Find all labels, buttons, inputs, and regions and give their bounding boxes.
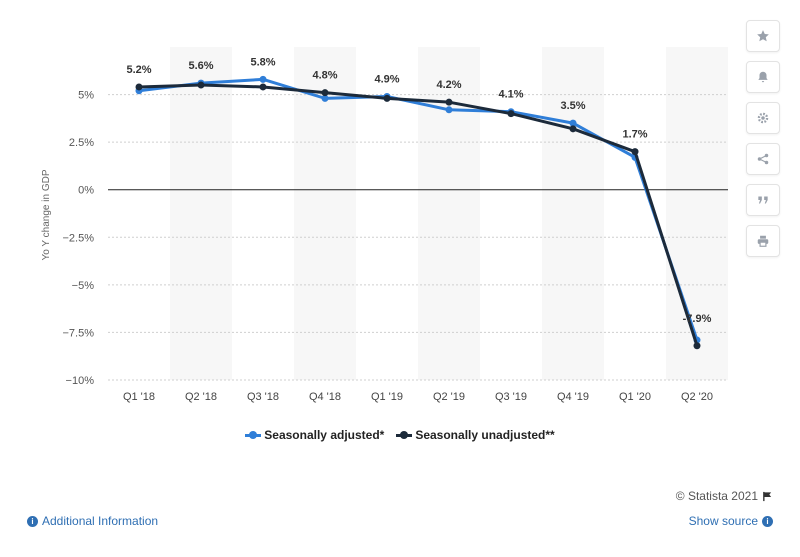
band <box>666 47 728 380</box>
data-point <box>321 94 329 102</box>
data-label: 5.2% <box>126 64 151 76</box>
data-point <box>445 106 453 114</box>
legend-label-adjusted: Seasonally adjusted* <box>264 428 385 442</box>
credit-text: © Statista 2021 <box>675 489 758 503</box>
data-point <box>631 148 639 156</box>
legend-swatch-unadjusted <box>396 430 413 440</box>
data-label: 5.6% <box>188 60 213 72</box>
data-label: 4.9% <box>374 73 399 85</box>
data-point <box>259 75 267 83</box>
favorite-button[interactable] <box>746 20 780 52</box>
x-tick-label: Q2 '20 <box>681 391 713 403</box>
y-tick-label: −5% <box>72 280 95 292</box>
flag-icon <box>763 491 772 501</box>
band <box>418 47 480 380</box>
band <box>294 47 356 380</box>
x-tick-label: Q4 '18 <box>309 391 341 403</box>
alternating-bands <box>170 47 728 380</box>
x-tick-label: Q3 '19 <box>495 391 527 403</box>
x-tick-label: Q1 '20 <box>619 391 651 403</box>
info-icon: i <box>27 515 38 527</box>
toolbar <box>746 20 780 257</box>
x-tick-label: Q2 '19 <box>433 391 465 403</box>
show-source-label: Show source <box>688 514 758 528</box>
legend-swatch-adjusted <box>245 430 262 440</box>
y-tick-label: 2.5% <box>69 137 94 149</box>
show-source-link[interactable]: Show source i <box>689 514 773 528</box>
print-button[interactable] <box>746 225 780 257</box>
legend-item-adjusted[interactable]: Seasonally adjusted* <box>245 428 384 442</box>
data-label: 3.5% <box>560 100 585 112</box>
x-tick-label: Q3 '18 <box>247 391 279 403</box>
y-tick-label: 0% <box>78 185 94 197</box>
data-point <box>569 125 577 133</box>
data-point <box>569 119 577 127</box>
chart-legend: Seasonally adjusted* Seasonally unadjust… <box>0 428 800 442</box>
star-icon <box>757 30 769 42</box>
data-point <box>135 83 143 91</box>
data-label: -7.9% <box>683 313 712 325</box>
y-tick-label: 5% <box>78 90 94 102</box>
x-tick-label: Q1 '19 <box>371 391 403 403</box>
gear-icon <box>757 112 769 124</box>
notification-button[interactable] <box>746 61 780 93</box>
bell-icon <box>758 71 768 83</box>
y-axis-ticks: 5% 2.5% 0% −2.5% −5% −7.5% −10% <box>63 90 95 387</box>
data-point <box>259 83 267 91</box>
y-axis-label: Yo Y change in GDP <box>41 169 52 260</box>
data-point <box>197 81 205 89</box>
data-point <box>507 110 515 118</box>
data-point <box>693 342 701 350</box>
data-label: 4.8% <box>312 70 337 82</box>
x-tick-label: Q2 '18 <box>185 391 217 403</box>
data-label: 4.2% <box>436 79 461 91</box>
data-point <box>383 94 391 102</box>
statista-credit[interactable]: © Statista 2021 <box>676 489 773 503</box>
print-icon <box>757 235 769 247</box>
additional-information-link[interactable]: i Additional Information <box>27 514 158 528</box>
data-label: 4.1% <box>498 89 523 101</box>
settings-button[interactable] <box>746 102 780 134</box>
data-labels-group: 5.2% 5.6% 5.8% 4.8% 4.9% 4.2% 4.1% 3.5% 1.7% -7.9… <box>126 56 711 325</box>
y-tick-label: −10% <box>66 375 95 387</box>
data-label: 5.8% <box>250 56 275 68</box>
cite-button[interactable] <box>746 184 780 216</box>
share-button[interactable] <box>746 143 780 175</box>
quote-icon <box>758 196 768 204</box>
gridlines <box>108 94 728 381</box>
series-line-1 <box>138 83 699 347</box>
band <box>542 47 604 380</box>
data-label: 1.7% <box>622 129 647 141</box>
y-tick-label: −2.5% <box>63 232 95 244</box>
band <box>170 47 232 380</box>
x-axis-ticks: Q1 '18 Q2 '18 Q3 '18 Q4 '18 Q1 '19 Q2 '19 Q3 '… <box>123 391 713 403</box>
info-icon: i <box>762 515 773 527</box>
legend-item-unadjusted[interactable]: Seasonally unadjusted** <box>396 428 555 442</box>
legend-label-unadjusted: Seasonally unadjusted** <box>415 428 555 442</box>
series-group <box>135 75 701 350</box>
share-icon <box>757 153 769 165</box>
data-point <box>321 89 329 97</box>
line-chart: 5% 2.5% 0% −2.5% −5% −7.5% −10% Q1 '18 Q2 '18 Q3… <box>41 47 728 403</box>
x-tick-label: Q4 '19 <box>557 391 589 403</box>
x-tick-label: Q1 '18 <box>123 391 155 403</box>
data-point <box>445 98 453 106</box>
y-tick-label: −7.5% <box>63 327 95 339</box>
additional-information-label: Additional Information <box>42 514 159 528</box>
